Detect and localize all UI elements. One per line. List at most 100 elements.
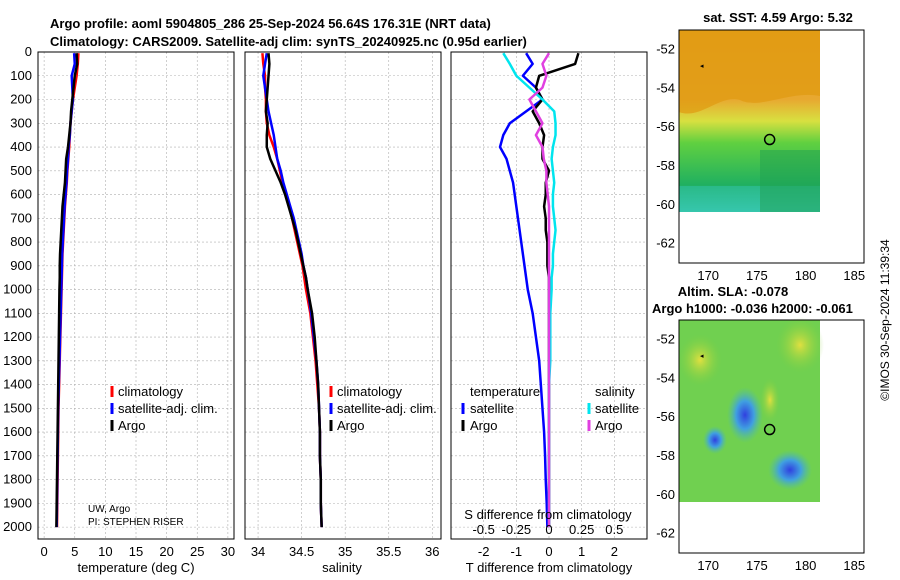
depth-tick-label: 1400 <box>3 377 32 392</box>
sla-map-ticks: 170 175 180 185 -52 -54 -56 -58 -60 -62 <box>656 331 865 573</box>
map-y-tick-label: -56 <box>656 409 675 424</box>
s-tick-label: 0.5 <box>605 522 623 537</box>
temperature-lines <box>55 53 80 528</box>
map-y-tick-label: -58 <box>656 448 675 463</box>
salinity-ticks: 34 34.5 35 35.5 36 <box>251 544 440 559</box>
temperature-panel: 0 5 10 15 20 25 30 0 100 200 300 400 500 600 700 800 90… <box>3 44 235 575</box>
sla-high-anomaly <box>776 317 824 373</box>
sst-map-ticks: 170 175 180 185 -52 -54 -56 -58 -60 -62 <box>656 41 865 283</box>
depth-tick-label: 100 <box>10 68 32 83</box>
map-x-tick-label: 175 <box>746 558 768 573</box>
x-tick-label: 34 <box>251 544 265 559</box>
map-x-tick-label: 180 <box>795 558 817 573</box>
depth-tick-label: 1000 <box>3 282 32 297</box>
sla-low-anomaly <box>703 426 727 454</box>
salinity-xlabel: salinity <box>322 560 362 575</box>
depth-tick-label: 1600 <box>3 424 32 439</box>
s-tick-label: 0.25 <box>569 522 594 537</box>
temperature-grid <box>38 51 234 539</box>
depth-tick-label: 1800 <box>3 472 32 487</box>
series-line-satellite-adj-clim- <box>262 52 323 528</box>
x-tick-label: 15 <box>129 544 143 559</box>
map-y-tick-label: -54 <box>656 370 675 385</box>
legend-sal-satellite-label: satellite <box>595 401 639 416</box>
figure-title-line1: Argo profile: aoml 5904805_286 25-Sep-20… <box>50 16 491 31</box>
x-tick-label: 0 <box>545 544 552 559</box>
legend-temperature-title: temperature <box>470 384 540 399</box>
depth-tick-label: 500 <box>10 163 32 178</box>
depth-tick-label: 1200 <box>3 329 32 344</box>
salinity-axes-box <box>244 51 442 540</box>
map-y-tick-label: -54 <box>656 80 675 95</box>
sla-low-anomaly <box>727 387 763 443</box>
sla-argo-position-marker <box>763 423 776 436</box>
salinity-panel: 34 34.5 35 35.5 36 salinity climatology sate… <box>244 51 442 575</box>
x-tick-label: 5 <box>71 544 78 559</box>
salinity-lines <box>261 52 323 528</box>
sla-map: Altim. SLA: -0.078 Argo h1000: -0.036 h2… <box>652 284 865 573</box>
map-y-tick-label: -52 <box>656 41 675 56</box>
sst-map-title: sat. SST: 4.59 Argo: 5.32 <box>703 10 853 25</box>
depth-tick-label: 200 <box>10 92 32 107</box>
series-line-argo <box>264 53 323 528</box>
map-y-tick-label: -60 <box>656 487 675 502</box>
map-y-tick-label: -62 <box>656 236 675 251</box>
map-x-tick-label: 170 <box>697 268 719 283</box>
map-y-tick-label: -52 <box>656 331 675 346</box>
sla-low-anomaly <box>768 450 812 490</box>
depth-tick-label: 1900 <box>3 495 32 510</box>
temperature-ticks: 0 5 10 15 20 25 30 <box>41 544 236 559</box>
x-tick-label: 35.5 <box>376 544 401 559</box>
temperature-legend: climatology satellite-adj. clim. Argo <box>110 384 218 433</box>
s-tick-label: 0 <box>545 522 552 537</box>
sst-warm-region <box>679 30 820 114</box>
legend-satellite-label: satellite-adj. clim. <box>118 401 218 416</box>
difference-lines <box>498 52 580 528</box>
sst-map: sat. SST: 4.59 Argo: 5.32 ◂ 170 175 180 185… <box>656 10 865 283</box>
x-tick-label: 2 <box>611 544 618 559</box>
sst-argo-position-marker <box>763 133 776 146</box>
temperature-xlabel: temperature (deg C) <box>77 560 194 575</box>
depth-tick-label: 1700 <box>3 448 32 463</box>
depth-tick-label: 300 <box>10 115 32 130</box>
legend-sal-argo-label: Argo <box>595 418 622 433</box>
legend-climatology-label: climatology <box>337 384 403 399</box>
depth-tick-label: 1100 <box>4 305 32 320</box>
legend-salinity-title: salinity <box>595 384 635 399</box>
legend-climatology-label: climatology <box>118 384 184 399</box>
x-tick-label: 0 <box>41 544 48 559</box>
difference-panel: -2 -1 0 1 2 -0.5 -0.25 0 0.25 0.5 T difference fr… <box>450 51 648 575</box>
s-difference-xlabel: S difference from climatology <box>464 507 632 522</box>
sst-small-marker: ◂ <box>700 63 704 70</box>
salinity-legend: climatology satellite-adj. clim. Argo <box>329 384 437 433</box>
legend-argo-label: Argo <box>337 418 364 433</box>
depth-tick-label: 1300 <box>3 353 32 368</box>
x-tick-label: 1 <box>578 544 585 559</box>
legend-satellite-label: satellite-adj. clim. <box>337 401 437 416</box>
x-tick-label: -1 <box>511 544 523 559</box>
depth-tick-label: 2000 <box>3 519 32 534</box>
t-difference-xlabel: T difference from climatology <box>466 560 633 575</box>
difference-ticks: -2 -1 0 1 2 -0.5 -0.25 0 0.25 0.5 <box>472 522 623 559</box>
sla-small-marker: ◂ <box>700 353 704 360</box>
series-line-temperature-satellite <box>498 52 549 528</box>
depth-tick-label: 900 <box>10 258 32 273</box>
sst-map-axes-box <box>678 29 865 264</box>
sla-map-title: Altim. SLA: -0.078 <box>678 284 789 299</box>
map-y-tick-label: -60 <box>656 197 675 212</box>
x-tick-label: -2 <box>478 544 490 559</box>
depth-tick-label: 1500 <box>3 400 32 415</box>
x-tick-label: 36 <box>425 544 439 559</box>
depth-tick-label: 600 <box>10 187 32 202</box>
map-y-tick-label: -56 <box>656 119 675 134</box>
depth-tick-label: 700 <box>10 210 32 225</box>
x-tick-label: 20 <box>159 544 173 559</box>
difference-legend: temperature satellite Argo salinity sate… <box>461 384 639 433</box>
map-x-tick-label: 180 <box>795 268 817 283</box>
difference-axes-box <box>450 51 648 540</box>
sla-map-subtitle: Argo h1000: -0.036 h2000: -0.061 <box>652 301 853 316</box>
depth-tick-label: 400 <box>10 139 32 154</box>
credit-line2: PI: STEPHEN RISER <box>88 517 184 528</box>
sla-high-anomaly <box>760 378 780 422</box>
